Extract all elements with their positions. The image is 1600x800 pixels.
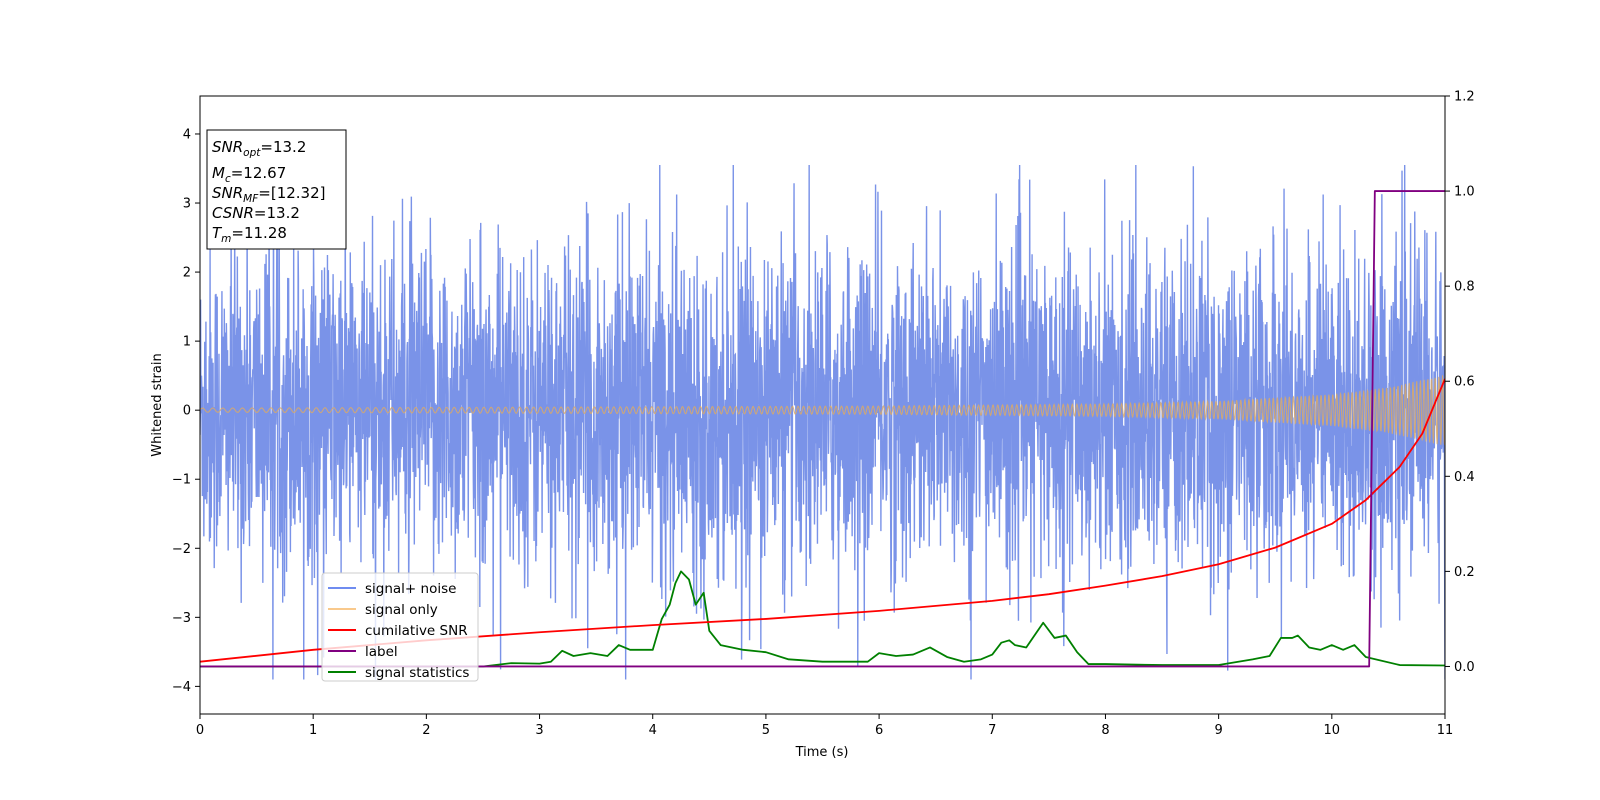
- series-label: [200, 190, 1445, 668]
- x-tick-label: 9: [1214, 723, 1222, 738]
- info-csnr: CSNR=13.2: [212, 204, 300, 222]
- y-left-axis-ticks: −4 −3 −2 −1 0 1 2 3 4: [172, 127, 200, 695]
- info-snr-opt: SNRopt=13.2: [212, 138, 306, 159]
- y-right-tick-label: 0.2: [1454, 565, 1475, 580]
- plot-frame: [199, 95, 1446, 715]
- info-box: SNRopt=13.2 Mc=12.67 SNRMF=[12.32] CSNR=…: [206, 129, 347, 250]
- y-left-tick-label: 1: [183, 335, 191, 350]
- legend-label: signal only: [365, 602, 438, 618]
- y-right-tick-label: 0.0: [1454, 660, 1475, 675]
- y-left-tick-label: −1: [172, 473, 191, 488]
- y-left-tick-label: 2: [183, 266, 191, 281]
- y-left-tick-label: −3: [172, 611, 191, 626]
- info-tm: Tm=11.28: [212, 224, 287, 245]
- y-right-tick-label: 1.0: [1454, 185, 1475, 200]
- legend-label: signal statistics: [365, 665, 469, 681]
- x-tick-label: 11: [1437, 723, 1454, 738]
- legend-label: label: [365, 644, 398, 660]
- y-left-tick-label: −2: [172, 542, 191, 557]
- x-tick-label: 8: [1101, 723, 1109, 738]
- y-left-tick-label: 4: [183, 127, 191, 142]
- y-left-tick-label: 3: [183, 197, 191, 212]
- y-right-tick-label: 1.2: [1454, 90, 1475, 105]
- x-axis-ticks: 0 1 2 3 4 5 6 7 8 9 10 11: [196, 714, 1453, 738]
- series-signal-only: [200, 375, 1445, 446]
- y-left-tick-label: 0: [183, 404, 191, 419]
- y-axis-label: Whitened strain: [150, 353, 165, 456]
- y-right-tick-label: 0.6: [1454, 375, 1475, 390]
- x-tick-label: 6: [875, 723, 883, 738]
- y-left-tick-label: −4: [172, 680, 191, 695]
- legend: signal+ noise signal only cumilative SNR la…: [321, 572, 479, 682]
- x-axis-label: Time (s): [795, 745, 849, 760]
- x-tick-label: 0: [196, 723, 204, 738]
- series-signal-statistics: [200, 570, 1445, 668]
- info-mc: Mc=12.67: [212, 164, 286, 185]
- y-right-axis-ticks: 0.0 0.2 0.4 0.6 0.8 1.0 1.2: [1445, 90, 1475, 675]
- x-tick-label: 1: [309, 723, 317, 738]
- legend-label: cumilative SNR: [365, 623, 468, 639]
- series-layer: [200, 165, 1445, 680]
- y-right-tick-label: 0.4: [1454, 470, 1475, 485]
- x-tick-label: 7: [988, 723, 996, 738]
- info-snr-mf: SNRMF=[12.32]: [212, 184, 326, 205]
- x-tick-label: 5: [762, 723, 770, 738]
- y-right-tick-label: 0.8: [1454, 280, 1475, 295]
- x-tick-label: 10: [1324, 723, 1341, 738]
- x-tick-label: 4: [649, 723, 657, 738]
- series-signal-noise: [200, 165, 1445, 680]
- legend-label: signal+ noise: [365, 581, 456, 597]
- x-tick-label: 2: [422, 723, 430, 738]
- x-tick-label: 3: [535, 723, 543, 738]
